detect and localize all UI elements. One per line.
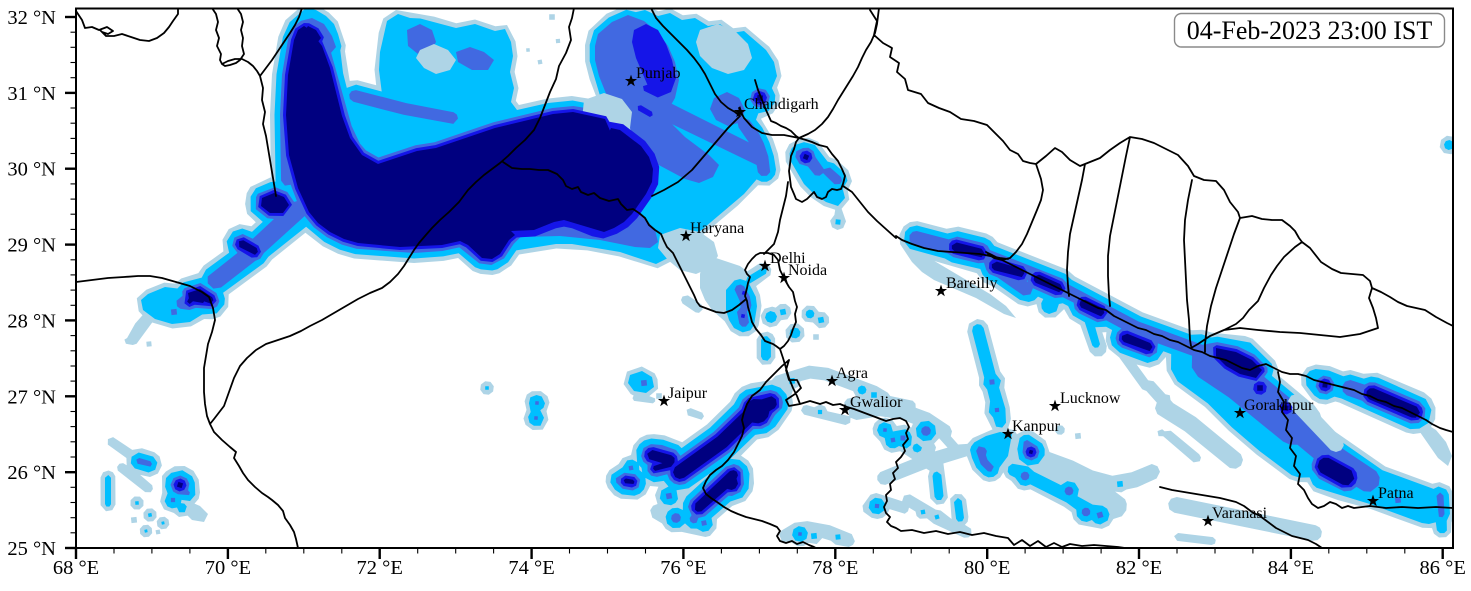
svg-text:30 °N: 30 °N bbox=[7, 159, 56, 181]
svg-text:Agra: Agra bbox=[836, 365, 868, 382]
svg-text:Patna: Patna bbox=[1378, 485, 1414, 502]
svg-text:82 °E: 82 °E bbox=[1116, 557, 1162, 579]
svg-text:Noida: Noida bbox=[788, 262, 827, 279]
svg-text:80 °E: 80 °E bbox=[964, 557, 1010, 579]
svg-text:84 °E: 84 °E bbox=[1268, 557, 1314, 579]
svg-text:25 °N: 25 °N bbox=[7, 538, 56, 560]
svg-text:Gorakhpur: Gorakhpur bbox=[1244, 397, 1314, 414]
svg-text:Gwalior: Gwalior bbox=[850, 394, 903, 411]
svg-text:Varanasi: Varanasi bbox=[1212, 505, 1268, 522]
svg-text:31 °N: 31 °N bbox=[7, 83, 56, 105]
svg-text:Punjab: Punjab bbox=[636, 65, 680, 82]
svg-text:26 °N: 26 °N bbox=[7, 462, 56, 484]
svg-text:Kanpur: Kanpur bbox=[1012, 418, 1061, 435]
svg-text:Bareilly: Bareilly bbox=[946, 275, 998, 292]
svg-text:04-Feb-2023 23:00 IST: 04-Feb-2023 23:00 IST bbox=[1187, 16, 1433, 45]
svg-text:Jaipur: Jaipur bbox=[668, 385, 708, 402]
svg-text:27 °N: 27 °N bbox=[7, 386, 56, 408]
svg-text:68 °E: 68 °E bbox=[53, 557, 99, 579]
svg-text:Delhi: Delhi bbox=[770, 250, 806, 267]
svg-text:74 °E: 74 °E bbox=[508, 557, 554, 579]
svg-text:70 °E: 70 °E bbox=[205, 557, 251, 579]
svg-text:72 °E: 72 °E bbox=[357, 557, 403, 579]
svg-text:Lucknow: Lucknow bbox=[1060, 390, 1121, 407]
svg-text:78 °E: 78 °E bbox=[812, 557, 858, 579]
svg-text:86 °E: 86 °E bbox=[1420, 557, 1466, 579]
svg-text:32 °N: 32 °N bbox=[7, 7, 56, 29]
svg-text:Haryana: Haryana bbox=[690, 220, 744, 237]
svg-text:29 °N: 29 °N bbox=[7, 235, 56, 257]
svg-text:28 °N: 28 °N bbox=[7, 310, 56, 332]
svg-text:Chandigarh: Chandigarh bbox=[744, 96, 819, 113]
svg-text:76 °E: 76 °E bbox=[660, 557, 706, 579]
